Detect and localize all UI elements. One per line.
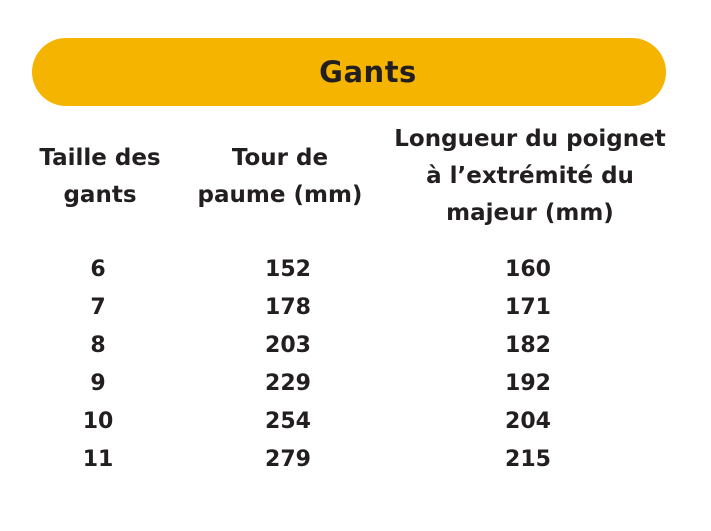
- cell-size: 11: [82, 447, 114, 472]
- cell-length: 182: [505, 333, 551, 358]
- cell-length: 192: [505, 371, 551, 396]
- column-header-palm: Tour de paume (mm): [197, 145, 363, 208]
- cell-size: 8: [90, 333, 106, 358]
- cell-size: 9: [90, 371, 106, 396]
- cell-length: 171: [505, 295, 551, 320]
- column-header-length: Longueur du poignet à l’extrémité du maj…: [394, 126, 666, 226]
- cell-palm: 254: [265, 409, 311, 434]
- cell-length: 160: [505, 257, 551, 282]
- title-banner: Gants: [32, 38, 666, 106]
- column-header-size: Taille des gants: [39, 145, 161, 208]
- cell-palm: 152: [265, 257, 311, 282]
- table-row: 9 229 192: [0, 365, 711, 403]
- cell-palm: 229: [265, 371, 311, 396]
- cell-palm: 203: [265, 333, 311, 358]
- table-row: 8 203 182: [0, 327, 711, 365]
- cell-size: 6: [90, 257, 106, 282]
- cell-palm: 178: [265, 295, 311, 320]
- table-row: 7 178 171: [0, 289, 711, 327]
- cell-palm: 279: [265, 447, 311, 472]
- table-body: 6 152 160 7 178 171 8 203 182 9 229 192 …: [0, 251, 711, 479]
- cell-size: 7: [90, 295, 106, 320]
- cell-size: 10: [82, 409, 114, 434]
- page-title: Gants: [319, 55, 417, 89]
- cell-length: 204: [505, 409, 551, 434]
- cell-length: 215: [505, 447, 551, 472]
- table-row: 10 254 204: [0, 403, 711, 441]
- table-row: 11 279 215: [0, 441, 711, 479]
- table-row: 6 152 160: [0, 251, 711, 289]
